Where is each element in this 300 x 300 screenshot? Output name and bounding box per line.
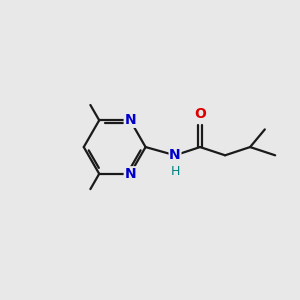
Text: O: O: [194, 107, 206, 122]
Text: N: N: [169, 148, 181, 162]
Text: N: N: [124, 167, 136, 181]
Text: H: H: [170, 165, 180, 178]
Text: N: N: [124, 113, 136, 127]
